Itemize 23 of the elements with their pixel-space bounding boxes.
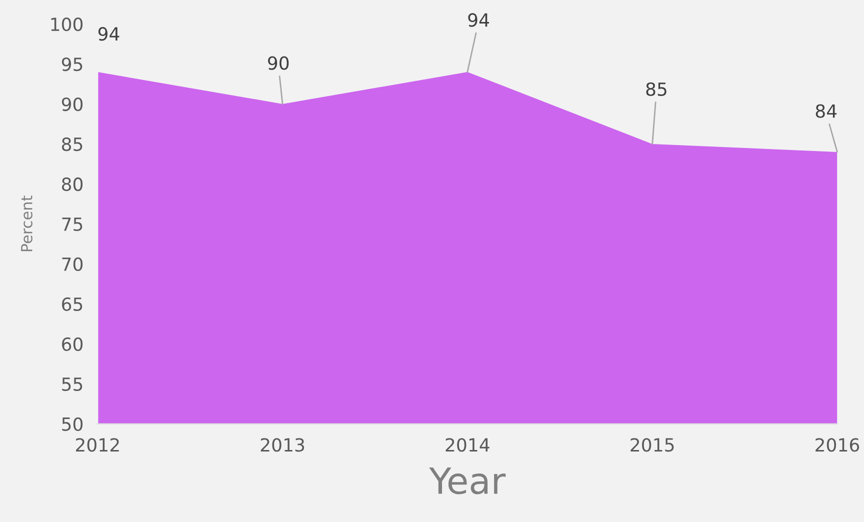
x-tick-label: 2012 xyxy=(76,438,119,452)
y-tick-label: 75 xyxy=(62,218,82,232)
y-tick-label: 65 xyxy=(62,297,82,312)
data-label: 94 xyxy=(98,27,120,41)
x-tick-label: 2015 xyxy=(630,438,674,452)
y-tick-label: 50 xyxy=(62,417,83,431)
y-tick-label: 90 xyxy=(62,97,83,112)
data-label: 84 xyxy=(816,104,837,118)
data-label: 85 xyxy=(646,82,666,96)
x-tick-label: 2014 xyxy=(446,438,490,452)
x-tick-label: 2013 xyxy=(260,438,304,452)
y-tick-label: 60 xyxy=(62,337,83,352)
y-tick-label: 85 xyxy=(62,137,82,152)
y-axis-title: Percent xyxy=(21,196,32,252)
x-axis-title: Year xyxy=(429,467,506,494)
y-tick-label: 70 xyxy=(62,257,83,272)
y-tick-label: 80 xyxy=(62,177,83,192)
data-label: 90 xyxy=(268,56,289,70)
y-tick-label: 95 xyxy=(62,57,82,72)
y-tick-label: 100 xyxy=(51,17,83,32)
data-label: 94 xyxy=(468,13,490,27)
y-tick-label: 55 xyxy=(62,378,82,391)
x-tick-label: 2016 xyxy=(816,438,860,452)
